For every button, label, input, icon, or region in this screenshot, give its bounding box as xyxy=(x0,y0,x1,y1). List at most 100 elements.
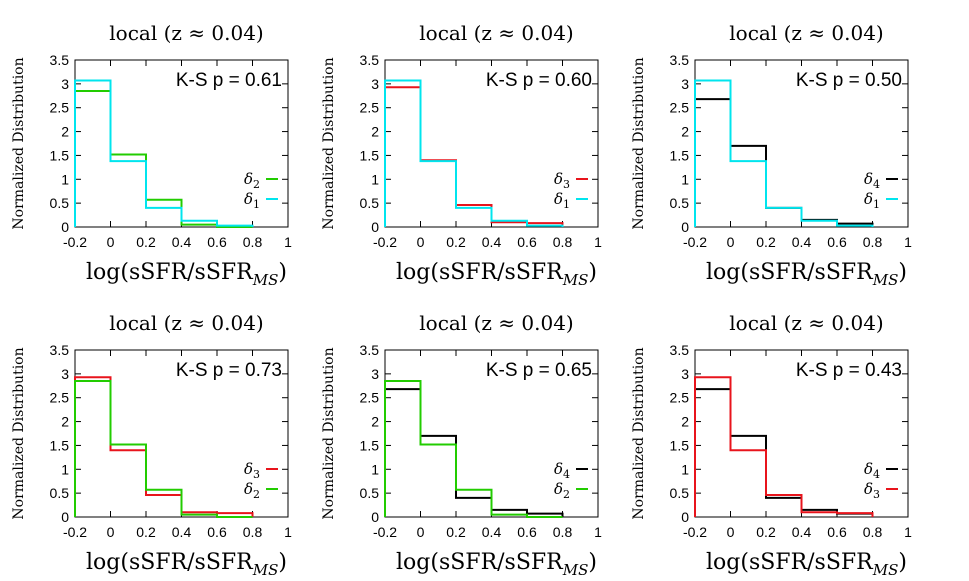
ks-annotation: K-S p = 0.50 xyxy=(796,70,902,91)
x-tick-label: 0.4 xyxy=(792,234,812,250)
ks-annotation: K-S p = 0.60 xyxy=(486,70,592,91)
x-tick-label: 0.6 xyxy=(207,524,227,540)
legend-label-symbol: δ xyxy=(244,460,253,478)
x-axis-label-close: ) xyxy=(278,260,287,285)
legend-label: δ1 xyxy=(244,190,260,211)
legend-label-symbol: δ xyxy=(244,170,253,188)
x-axis-label: log(sSFR/sSFRMS) xyxy=(396,550,597,579)
y-tick-label: 2.5 xyxy=(360,100,380,116)
chart-svg: local (z ≈ 0.04) Normalized Distribution 0… xyxy=(321,21,602,289)
y-tick-label: 1.5 xyxy=(360,147,380,163)
y-tick-label: 1.5 xyxy=(50,437,70,453)
x-axis-label-main: log(sSFR/sSFR xyxy=(706,260,874,285)
legend-label-symbol: δ xyxy=(554,460,563,478)
x-axis-label-subscript: MS xyxy=(872,271,899,289)
panel-title: local (z ≈ 0.04) xyxy=(419,21,573,45)
chart-svg: local (z ≈ 0.04) Normalized Distribution 0… xyxy=(11,21,292,289)
legend-label-subscript: 2 xyxy=(253,488,260,501)
y-axis-label: Normalized Distribution xyxy=(321,57,337,229)
histogram-series-line xyxy=(74,380,253,518)
x-tick-label: 0.8 xyxy=(553,524,573,540)
y-tick-label: 1.5 xyxy=(670,147,690,163)
legend-label-symbol: δ xyxy=(864,460,873,478)
y-tick-label: 0 xyxy=(61,509,69,525)
y-tick-label: 0.5 xyxy=(360,485,380,501)
ks-annotation: K-S p = 0.73 xyxy=(176,360,282,381)
x-tick-label: -0.2 xyxy=(63,234,87,250)
y-tick-label: 2 xyxy=(371,124,379,140)
x-axis-label-main: log(sSFR/sSFR xyxy=(396,260,564,285)
y-tick-label: 1 xyxy=(681,461,689,477)
legend-label-symbol: δ xyxy=(864,170,873,188)
x-tick-label: 1 xyxy=(594,524,602,540)
y-axis-label: Normalized Distribution xyxy=(11,347,27,519)
x-tick-label: 0 xyxy=(417,234,425,250)
chart-panel: local (z ≈ 0.04) Normalized Distribution 0… xyxy=(310,290,633,580)
y-tick-label: 1.5 xyxy=(670,437,690,453)
legend-label-symbol: δ xyxy=(244,190,253,208)
chart-panel: local (z ≈ 0.04) Normalized Distribution 0… xyxy=(620,290,943,580)
x-tick-label: 0.6 xyxy=(827,524,847,540)
panel-title: local (z ≈ 0.04) xyxy=(729,21,883,45)
y-tick-label: 3.5 xyxy=(50,342,70,358)
y-tick-label: 0 xyxy=(681,219,689,235)
x-axis-label-subscript: MS xyxy=(252,271,279,289)
x-tick-label: 0 xyxy=(107,234,115,250)
legend-label-subscript: 1 xyxy=(873,198,880,211)
histogram-series-line xyxy=(384,380,563,518)
legend-label-subscript: 4 xyxy=(873,178,880,191)
x-tick-label: 0.2 xyxy=(756,524,776,540)
y-tick-label: 2 xyxy=(371,414,379,430)
x-tick-label: 0.4 xyxy=(792,524,812,540)
legend-label: δ4 xyxy=(554,460,570,481)
x-tick-label: -0.2 xyxy=(63,524,87,540)
y-axis-label: Normalized Distribution xyxy=(11,57,27,229)
panel-title: local (z ≈ 0.04) xyxy=(729,311,883,335)
legend-label: δ2 xyxy=(244,170,260,191)
y-tick-label: 2 xyxy=(681,124,689,140)
x-axis-label: log(sSFR/sSFRMS) xyxy=(396,260,597,289)
histogram-series-line xyxy=(74,90,253,228)
x-tick-label: -0.2 xyxy=(373,524,397,540)
y-tick-label: 1 xyxy=(681,171,689,187)
y-tick-label: 0.5 xyxy=(50,195,70,211)
x-axis-label-main: log(sSFR/sSFR xyxy=(396,550,564,575)
x-tick-label: 0 xyxy=(417,524,425,540)
y-tick-label: 1 xyxy=(61,461,69,477)
x-axis-label-close: ) xyxy=(898,550,907,575)
y-tick-label: 3.5 xyxy=(50,52,70,68)
chart-svg: local (z ≈ 0.04) Normalized Distribution 0… xyxy=(321,311,602,579)
x-tick-label: 0.4 xyxy=(172,524,192,540)
y-tick-label: 3.5 xyxy=(360,342,380,358)
histogram-series-line xyxy=(74,376,254,517)
chart-panel: local (z ≈ 0.04) Normalized Distribution 0… xyxy=(0,290,323,580)
y-tick-label: 2.5 xyxy=(360,390,380,406)
histogram-series-line xyxy=(384,388,564,517)
chart-panel: local (z ≈ 0.04) Normalized Distribution 0… xyxy=(310,0,633,290)
x-tick-label: 1 xyxy=(594,234,602,250)
x-tick-label: 0 xyxy=(107,524,115,540)
legend-label: δ1 xyxy=(864,190,880,211)
x-tick-label: 0 xyxy=(727,234,735,250)
y-tick-label: 0 xyxy=(61,219,69,235)
x-axis-label: log(sSFR/sSFRMS) xyxy=(86,550,287,579)
y-tick-label: 3 xyxy=(681,366,689,382)
panel-title: local (z ≈ 0.04) xyxy=(419,311,573,335)
x-tick-label: 0.2 xyxy=(446,234,466,250)
y-tick-label: 0.5 xyxy=(360,195,380,211)
chart-panel: local (z ≈ 0.04) Normalized Distribution 0… xyxy=(0,0,323,290)
histogram-series-line xyxy=(384,86,564,227)
legend-label: δ4 xyxy=(864,460,880,481)
y-tick-label: 3 xyxy=(61,366,69,382)
x-axis-label-close: ) xyxy=(898,260,907,285)
y-tick-label: 1.5 xyxy=(50,147,70,163)
y-tick-label: 2.5 xyxy=(670,100,690,116)
chart-svg: local (z ≈ 0.04) Normalized Distribution 0… xyxy=(11,311,292,579)
x-tick-label: 0.6 xyxy=(207,234,227,250)
y-tick-label: 2 xyxy=(61,414,69,430)
x-tick-label: 1 xyxy=(904,524,912,540)
x-tick-label: 0.2 xyxy=(136,234,156,250)
y-tick-label: 3.5 xyxy=(670,52,690,68)
x-axis-label-close: ) xyxy=(278,550,287,575)
x-axis-label: log(sSFR/sSFRMS) xyxy=(86,260,287,289)
